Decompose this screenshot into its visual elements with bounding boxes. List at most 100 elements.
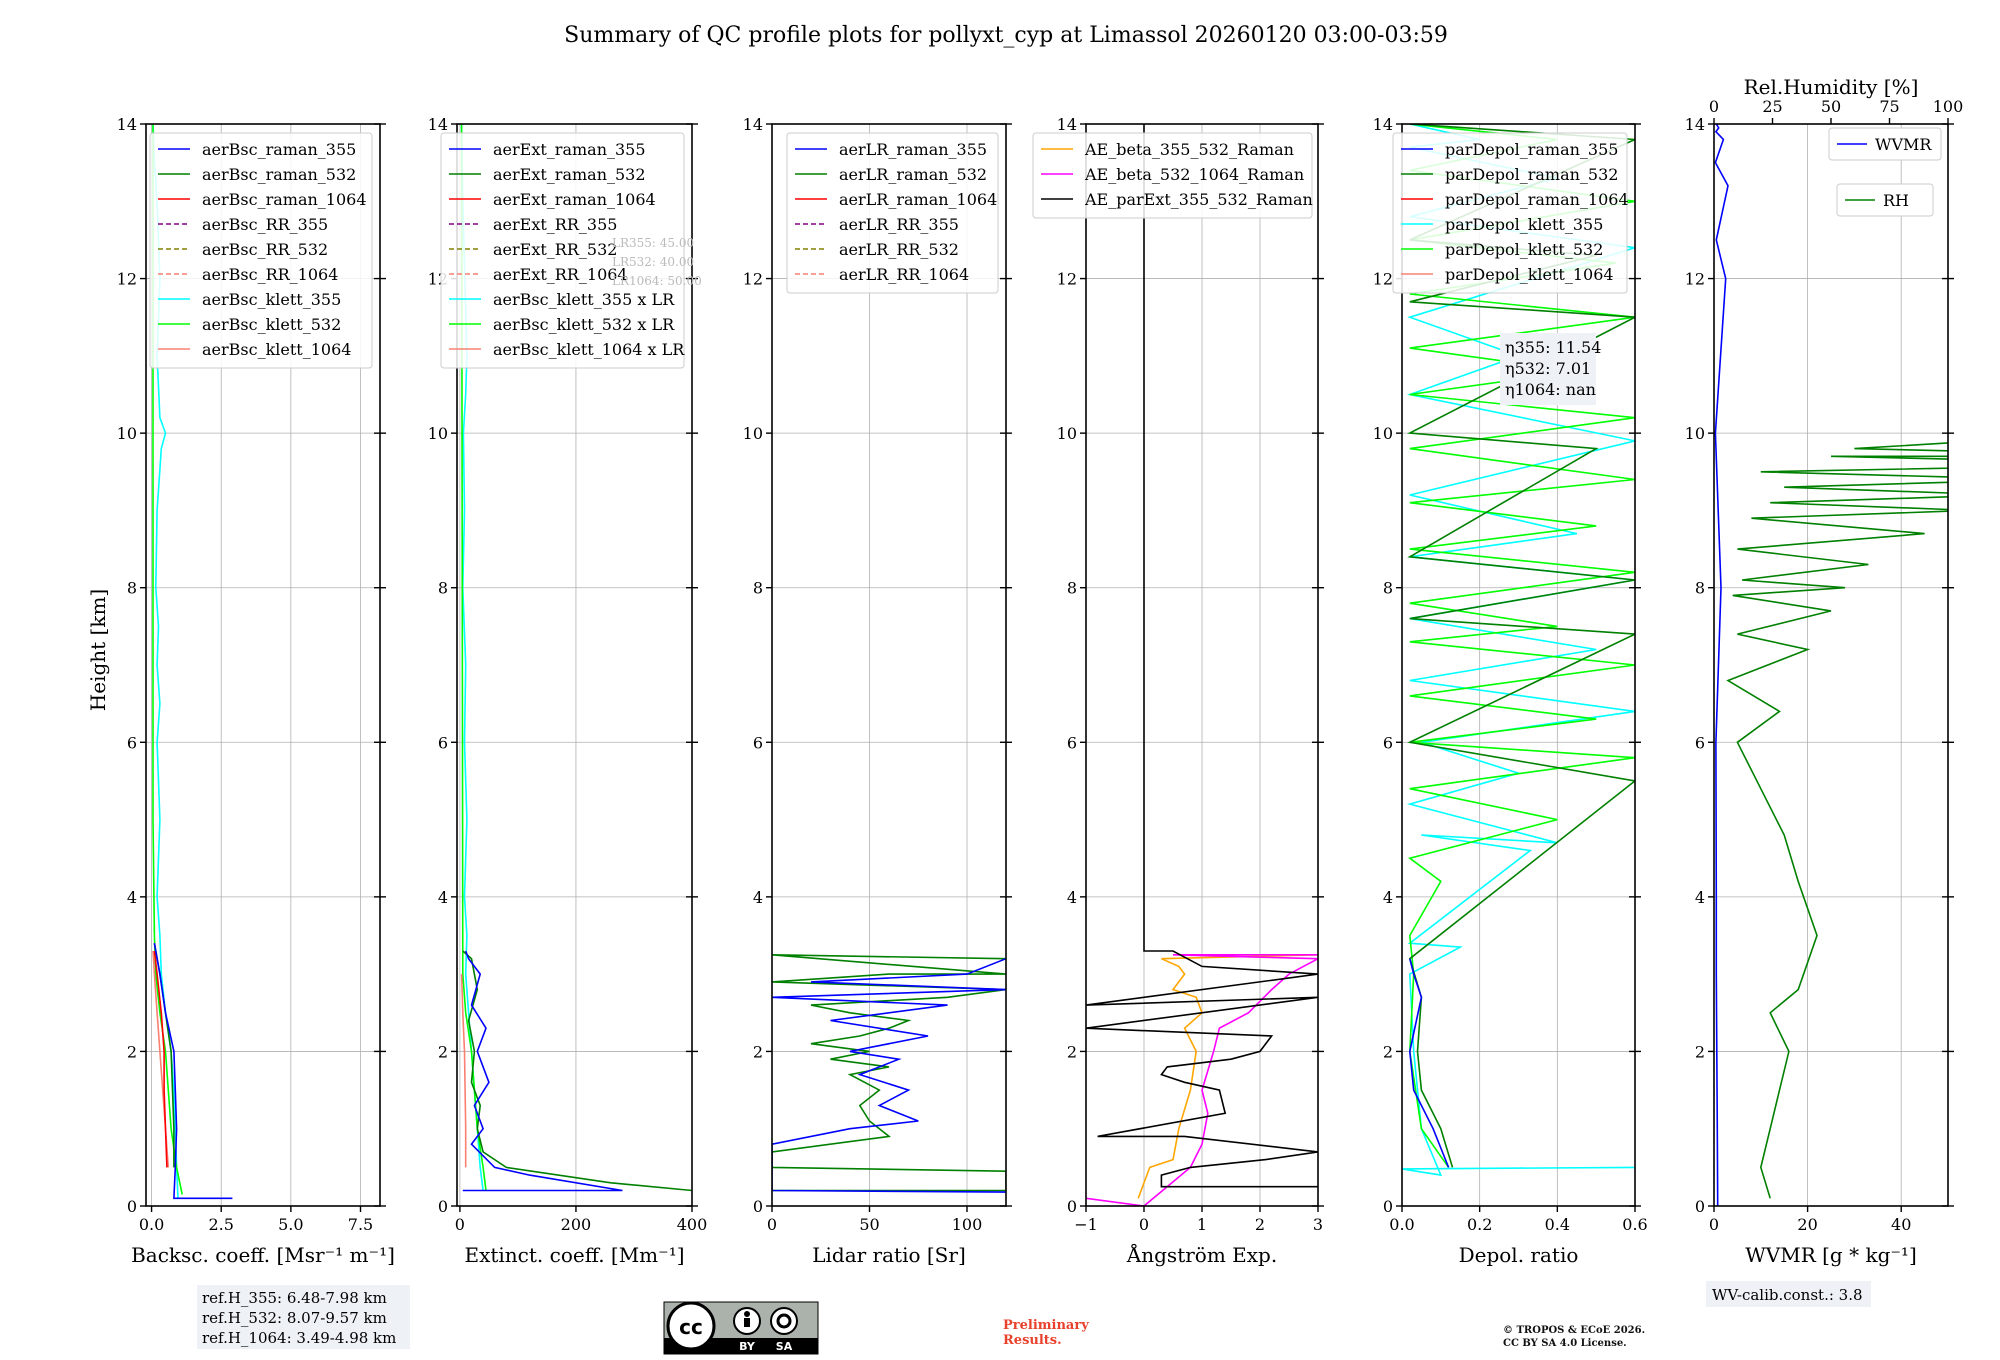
legend-label: aerExt_raman_355 xyxy=(493,140,646,159)
y-tick-label: 6 xyxy=(438,733,448,752)
y-tick-label: 0 xyxy=(1383,1197,1393,1216)
legend-label: AE_beta_532_1064_Raman xyxy=(1084,165,1304,184)
x-tick-label: 0 xyxy=(767,1215,777,1234)
preliminary-line-1: Preliminary xyxy=(1003,1318,1089,1333)
y-tick-label: 6 xyxy=(753,733,763,752)
y-tick-label: 14 xyxy=(117,115,137,134)
legend-label: aerBsc_klett_355 xyxy=(202,290,341,309)
y-tick-label: 2 xyxy=(127,1042,137,1061)
x2-tick-label: 50 xyxy=(1821,97,1841,116)
legend-label: aerBsc_klett_532 x LR xyxy=(493,315,675,334)
sa-label: SA xyxy=(776,1340,793,1353)
y-tick-label: 14 xyxy=(428,115,448,134)
y-tick-label: 10 xyxy=(743,424,763,443)
y-tick-label: 6 xyxy=(127,733,137,752)
x-tick-label: 0 xyxy=(455,1215,465,1234)
y-tick-label: 4 xyxy=(127,888,137,907)
legend-box xyxy=(149,132,373,369)
legend-label: aerLR_raman_1064 xyxy=(839,190,997,209)
legend-label: aerLR_RR_532 xyxy=(839,240,959,259)
y-tick-label: 14 xyxy=(1373,115,1393,134)
cc-icon xyxy=(666,1301,716,1351)
series-line-AE_beta_532_1064_Raman xyxy=(1086,953,1318,1206)
y-tick-label: 2 xyxy=(1383,1042,1393,1061)
y-tick-label: 12 xyxy=(743,270,763,289)
x2-tick-label: 25 xyxy=(1762,97,1782,116)
y-tick-label: 10 xyxy=(1685,424,1705,443)
x-tick-label: 3 xyxy=(1313,1215,1323,1234)
legend-box xyxy=(1392,132,1628,294)
y-tick-label: 8 xyxy=(1695,579,1705,598)
axes-frame xyxy=(771,123,1007,1207)
eta-annotation: η355: 11.54 xyxy=(1505,338,1601,357)
x-tick-label: 0.0 xyxy=(1389,1215,1414,1234)
copyright-note: © TROPOS & ECoE 2026. CC BY SA 4.0 Licen… xyxy=(1503,1324,1645,1350)
x-axis-label: Ångström Exp. xyxy=(1126,1242,1277,1267)
x2-tick-label: 100 xyxy=(1933,97,1964,116)
ref-height-1064: ref.H_1064: 3.49-4.98 km xyxy=(202,1329,396,1347)
x2-tick-label: 75 xyxy=(1879,97,1899,116)
y-tick-label: 14 xyxy=(743,115,763,134)
y-tick-label: 8 xyxy=(753,579,763,598)
y-tick-label: 4 xyxy=(1067,888,1077,907)
sa-icon xyxy=(770,1307,798,1335)
x-tick-label: 0 xyxy=(1139,1215,1149,1234)
legend-label: aerLR_raman_532 xyxy=(839,165,987,184)
legend-label: parDepol_raman_532 xyxy=(1445,165,1618,184)
legend-box xyxy=(786,132,999,294)
legend-label: aerBsc_klett_1064 xyxy=(202,340,351,359)
lidar-ratio-annotation: LR355: 45.00 xyxy=(612,236,694,250)
series-line-aerExt_raman_355 xyxy=(462,950,623,1192)
legend-label: aerExt_raman_1064 xyxy=(493,190,656,209)
legend-label: aerExt_RR_532 xyxy=(493,240,617,259)
copyright-line-2: CC BY SA 4.0 License. xyxy=(1503,1338,1627,1349)
y-tick-label: 10 xyxy=(428,424,448,443)
x-tick-label: 0.4 xyxy=(1545,1215,1570,1234)
wv-calib-text: WV-calib.const.: 3.8 xyxy=(1712,1286,1863,1304)
y-tick-label: 2 xyxy=(438,1042,448,1061)
legend-label: aerLR_raman_355 xyxy=(839,140,987,159)
axes-frame xyxy=(145,123,381,1207)
by-label: BY xyxy=(739,1340,756,1353)
eta-annotation: η1064: nan xyxy=(1505,380,1596,399)
series-line-aerBsc_klett_532 xyxy=(152,124,183,1195)
y-tick-label: 14 xyxy=(1685,115,1705,134)
y-tick-label: 12 xyxy=(117,270,137,289)
legend-label: aerExt_RR_355 xyxy=(493,215,617,234)
x-axis-label: Backsc. coeff. [Msr⁻¹ m⁻¹] xyxy=(131,1243,395,1267)
figure-title: Summary of QC profile plots for pollyxt_… xyxy=(564,23,1448,48)
series-line-aerBsc_klett_1064 x LR xyxy=(460,974,467,1168)
x-tick-label: 2.5 xyxy=(208,1215,233,1234)
cc-icon-text: cc xyxy=(679,1315,703,1339)
lidar-ratio-annotation: LR532: 40.00 xyxy=(612,255,694,269)
legend-label: aerExt_raman_532 xyxy=(493,165,646,184)
y-axis-label: Height [km] xyxy=(86,589,110,711)
panel-1: 0 2 4 6 8 10 12 14 0.0 2.5 5.0 7.5 Backsc. coeff. [M… xyxy=(117,115,395,1267)
legend-label: aerBsc_klett_355 x LR xyxy=(493,290,675,309)
legend-box xyxy=(440,132,685,369)
wv-calib-box xyxy=(1706,1281,1871,1307)
x-tick-label: 0.0 xyxy=(139,1215,164,1234)
preliminary-note: Preliminary Results. xyxy=(1003,1318,1089,1348)
legend-label: parDepol_raman_355 xyxy=(1445,140,1618,159)
legend-label: aerBsc_klett_532 xyxy=(202,315,341,334)
legend-label: parDepol_klett_355 xyxy=(1445,215,1603,234)
x-tick-label: 5.0 xyxy=(278,1215,303,1234)
y-tick-label: 6 xyxy=(1067,733,1077,752)
x-axis-label: Depol. ratio xyxy=(1459,1243,1579,1267)
legend-label: aerBsc_raman_355 xyxy=(202,140,356,159)
axes-frame xyxy=(456,123,693,1207)
y-tick-label: 0 xyxy=(753,1197,763,1216)
series-line-parDepol_raman_355 xyxy=(1408,958,1450,1168)
y-tick-label: 12 xyxy=(1685,270,1705,289)
y-tick-label: 6 xyxy=(1383,733,1393,752)
y-tick-label: 8 xyxy=(127,579,137,598)
x-tick-label: 200 xyxy=(561,1215,592,1234)
eta-annotation-box xyxy=(1500,333,1596,405)
y-tick-label: 4 xyxy=(1383,888,1393,907)
legend-label: aerBsc_RR_1064 xyxy=(202,265,338,284)
y-tick-label: 10 xyxy=(1373,424,1393,443)
x2-tick-label: 0 xyxy=(1709,97,1719,116)
